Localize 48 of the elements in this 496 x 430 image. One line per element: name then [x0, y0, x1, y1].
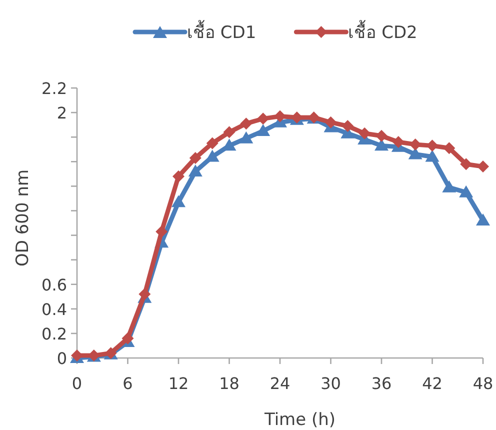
- point: [205, 150, 220, 162]
- point: [408, 147, 422, 160]
- point: [442, 180, 456, 192]
- x-tick-label: 30: [320, 374, 341, 393]
- y-tick-label: 0: [56, 349, 67, 368]
- x-tick-label: 42: [422, 374, 442, 393]
- point: [477, 160, 489, 173]
- x-tick-label: 24: [270, 374, 290, 393]
- point: [256, 124, 270, 136]
- point: [156, 226, 168, 238]
- legend-label: เชื้อ CD1: [187, 20, 256, 43]
- y-tick-label: 0.2: [42, 324, 67, 344]
- point: [240, 118, 252, 130]
- point: [274, 110, 286, 122]
- ylabel: OD 600 nm: [13, 169, 33, 267]
- point: [376, 130, 388, 142]
- point: [476, 214, 490, 226]
- point: [443, 142, 456, 154]
- x-tick-label: 48: [472, 374, 494, 393]
- legend-label: เชื้อ CD2: [348, 20, 418, 43]
- x-tick-label: 6: [122, 374, 133, 393]
- x-tick-label: 18: [219, 374, 240, 393]
- y-tick-label: 2: [56, 104, 67, 123]
- point: [374, 138, 388, 151]
- point: [257, 112, 270, 125]
- point: [239, 131, 254, 144]
- point: [138, 288, 151, 300]
- x-tick-label: 0: [72, 374, 82, 393]
- point: [172, 195, 186, 208]
- point: [172, 170, 184, 182]
- xlabel: Time (h): [264, 410, 336, 430]
- x-tick-label: 36: [371, 374, 392, 393]
- point: [189, 152, 202, 164]
- point: [223, 126, 236, 138]
- point: [122, 332, 134, 344]
- point: [358, 127, 371, 140]
- y-tick-label: 0.4: [42, 300, 67, 319]
- point: [206, 137, 218, 150]
- x-tick-label: 12: [168, 374, 189, 393]
- y-tick-label: 0.6: [42, 275, 67, 294]
- y-tick-label: 2.2: [42, 79, 67, 98]
- point: [324, 116, 337, 128]
- point: [409, 138, 422, 150]
- point: [392, 136, 404, 148]
- point: [425, 150, 440, 162]
- point: [188, 164, 202, 176]
- point: [459, 185, 474, 198]
- point: [342, 120, 354, 132]
